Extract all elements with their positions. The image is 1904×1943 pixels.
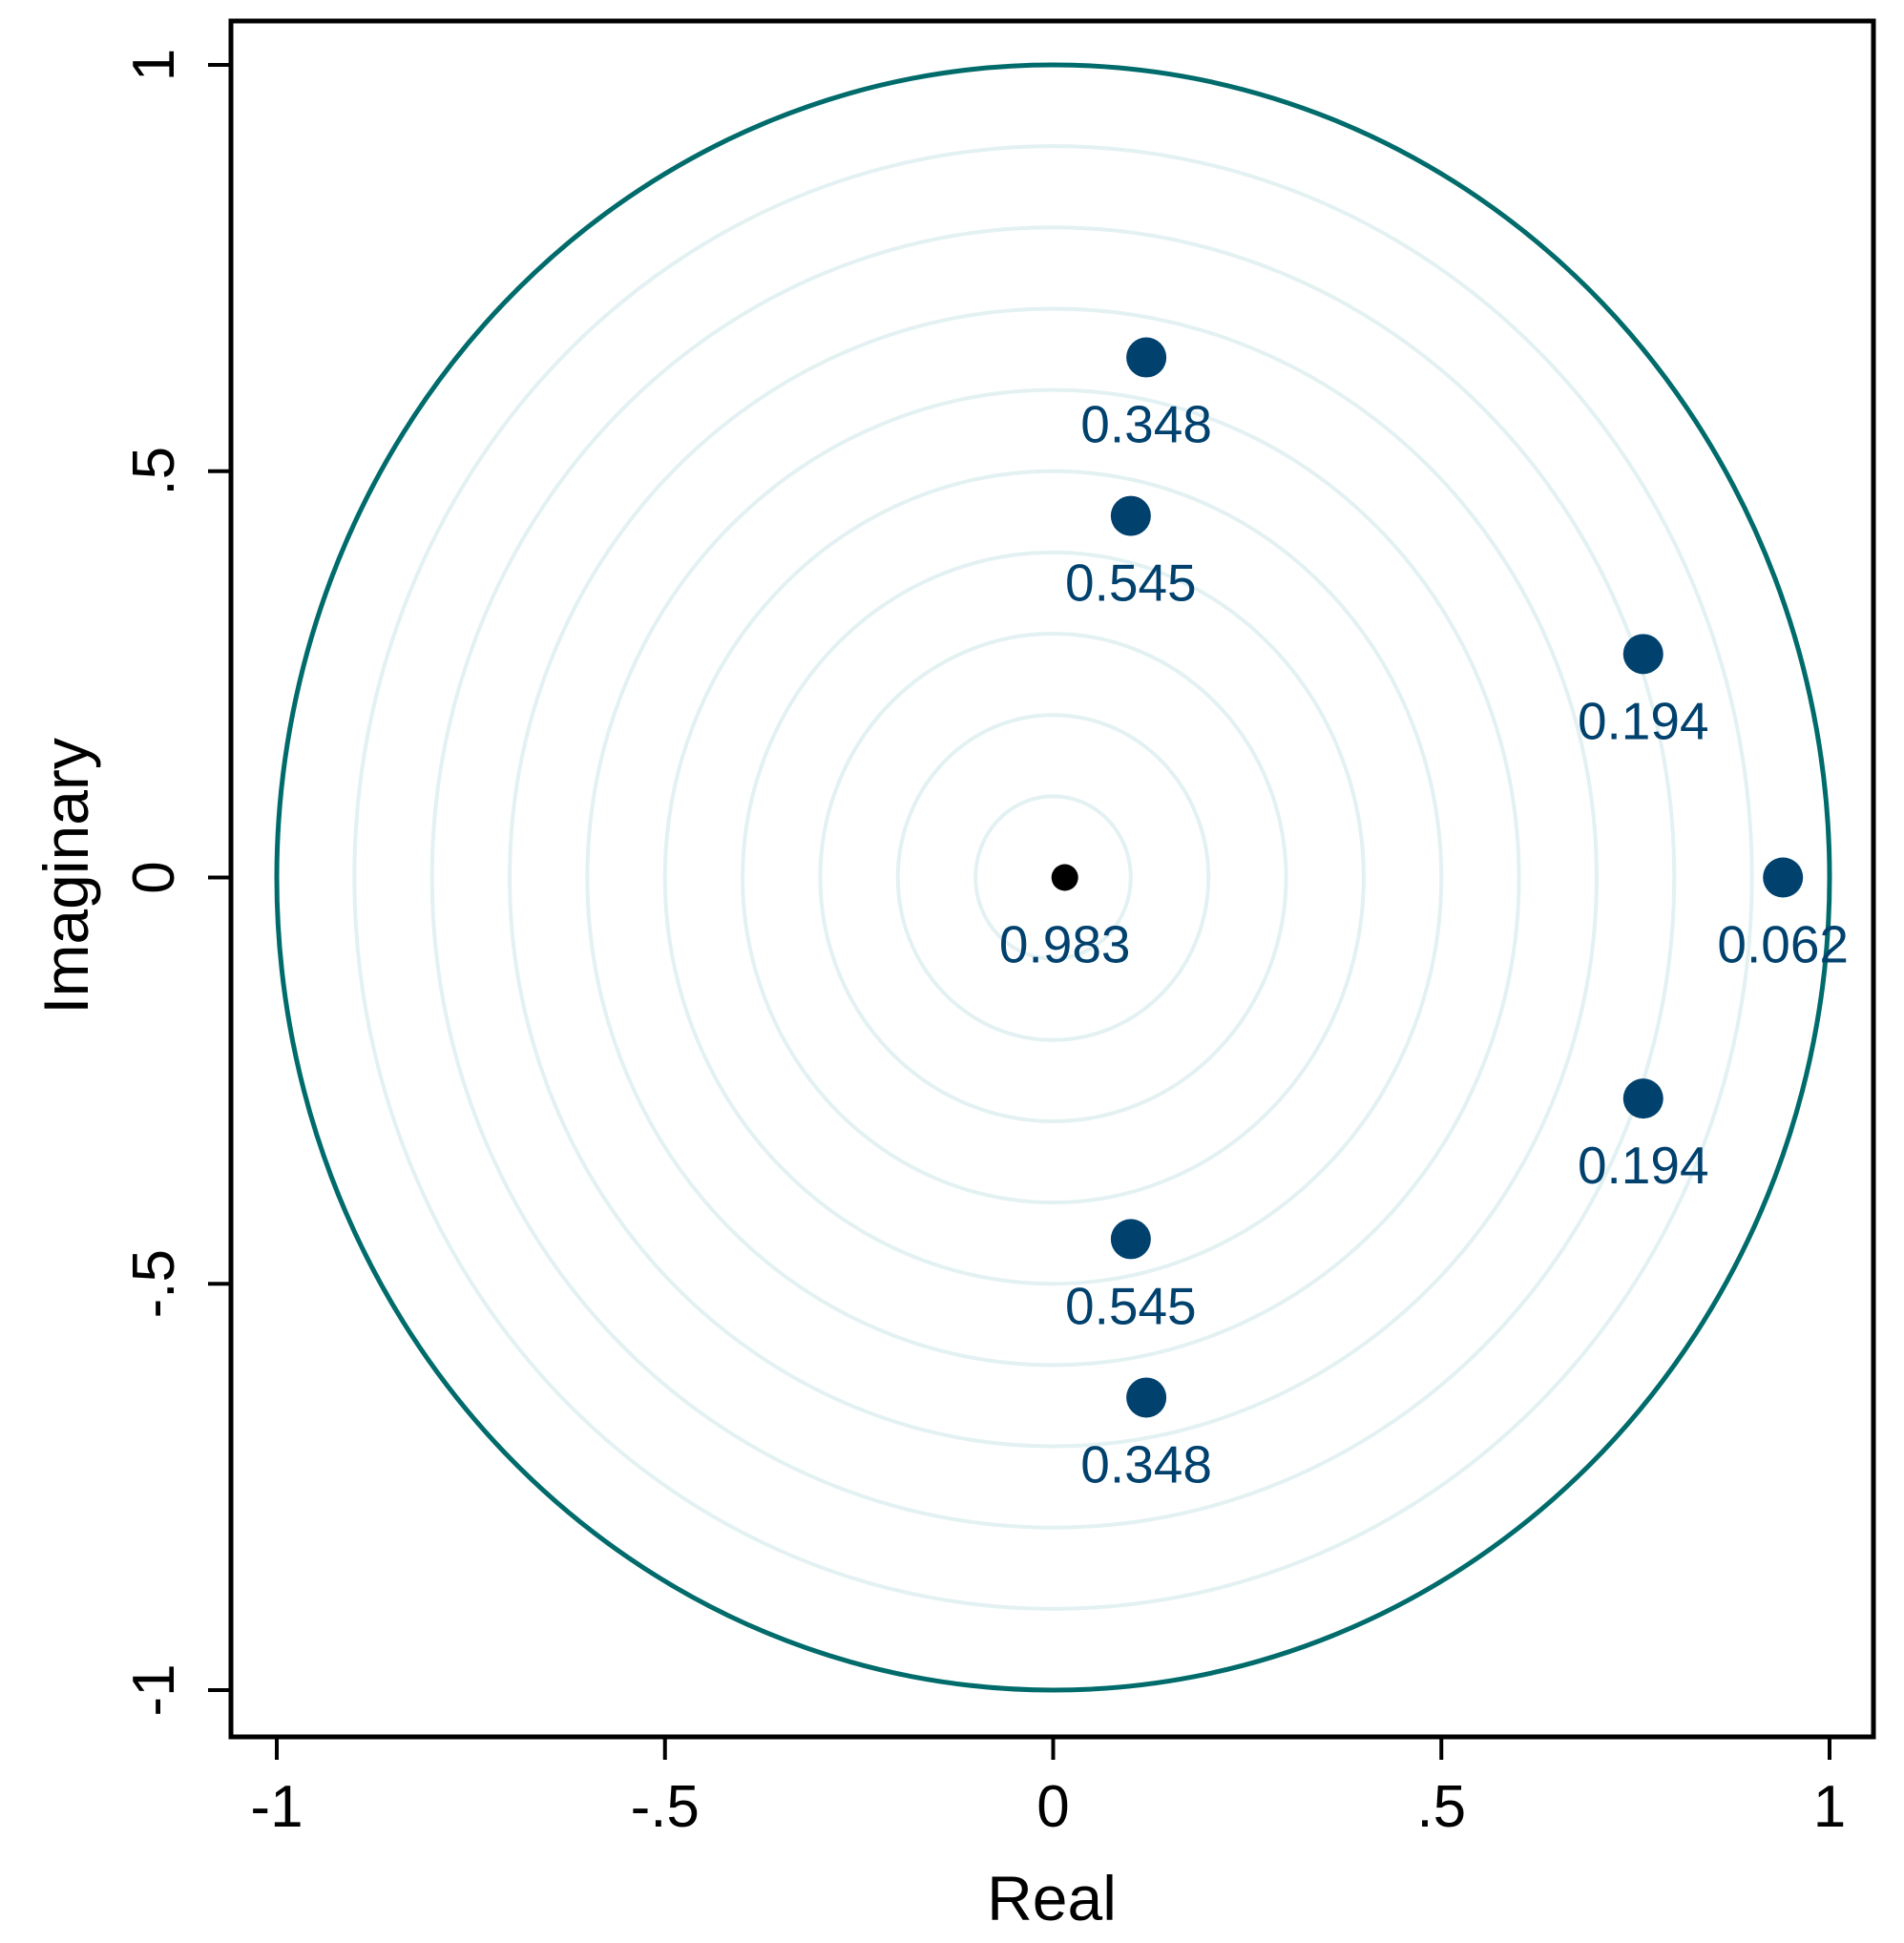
ring-7 [508,306,1599,1449]
y-tick-label: .5 [121,447,187,496]
x-axis: -1 -.5 0 .5 1 [250,1737,1846,1840]
ring-3 [818,632,1288,1123]
root-point [1110,495,1151,536]
ring-1 [973,794,1133,961]
x-tick-label: -.5 [631,1774,700,1840]
concentric-rings [352,144,1754,1611]
y-tick-label: 1 [121,49,187,81]
root-point [1622,1078,1663,1119]
point-label: 0.062 [1717,915,1849,974]
ring-5 [662,469,1444,1286]
root-point [1126,337,1167,378]
ring-9 [352,144,1754,1611]
root-point [1763,857,1804,898]
point-label: 0.545 [1065,1276,1197,1335]
ring-4 [741,550,1366,1205]
root-point [1126,1377,1167,1418]
points-layer: 0.348 0.545 0.194 0.062 0.194 0.545 0.348 0.983 [999,337,1849,1494]
root-point [1622,634,1663,675]
x-tick-label: .5 [1416,1774,1466,1840]
point-label: 0.983 [999,915,1131,974]
ring-6 [585,387,1521,1368]
y-tick-label: -1 [121,1663,187,1716]
ring-2 [895,713,1211,1042]
y-axis-title: Imaginary [31,738,101,1014]
point-label: 0.348 [1080,395,1212,454]
point-label: 0.194 [1578,1136,1709,1195]
point-label: 0.545 [1065,554,1197,613]
ring-8 [429,225,1677,1530]
x-axis-title: Real [987,1863,1117,1933]
x-tick-label: 0 [1036,1774,1069,1840]
x-tick-label: 1 [1813,1774,1846,1840]
unit-circle [274,62,1832,1693]
x-tick-label: -1 [250,1774,303,1840]
origin-point [1051,864,1078,891]
root-point [1110,1219,1151,1260]
point-label: 0.194 [1578,691,1709,750]
point-label: 0.348 [1080,1434,1212,1494]
y-axis: -1 -.5 0 .5 1 [121,49,231,1717]
y-tick-label: 0 [121,861,187,893]
y-tick-label: -.5 [121,1249,187,1318]
